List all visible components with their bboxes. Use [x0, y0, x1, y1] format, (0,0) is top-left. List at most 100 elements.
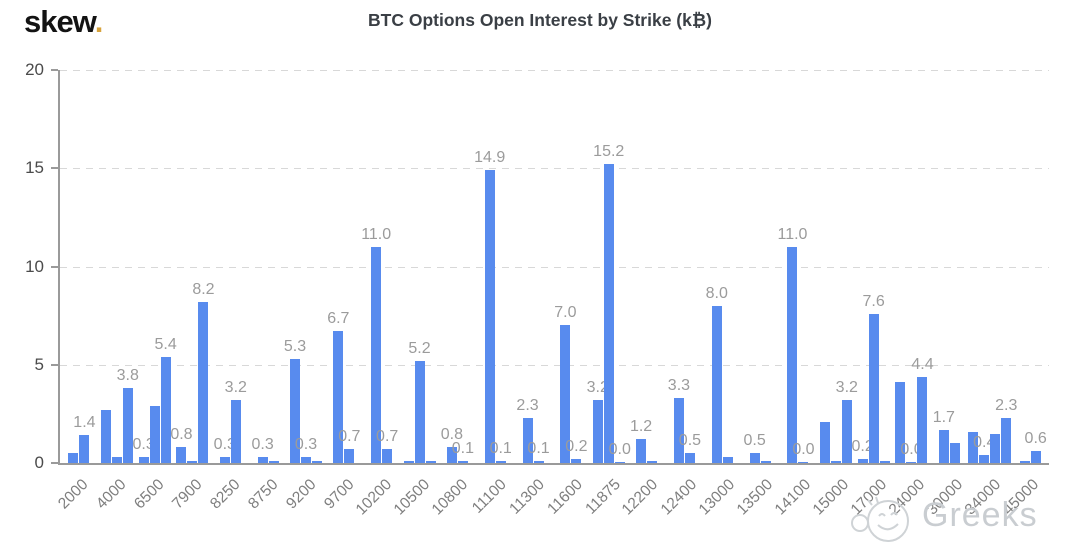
bar-value-label: 15.2 [593, 143, 625, 160]
bar-value-label: 0.0 [900, 441, 923, 458]
bar-group-15000: 3.2 [817, 70, 858, 463]
bar-value-label: 3.2 [835, 379, 858, 396]
skew-logo-dot: . [94, 4, 104, 39]
bar-group-24000: 0.0 4.4 [893, 70, 934, 463]
bar-group-45000: 0.6 [1011, 70, 1049, 463]
x-tick-label: 2000 [54, 476, 92, 513]
bar-value-label: 11.0 [777, 226, 808, 243]
bar: 11.0 [361, 226, 391, 463]
bar: 0.5 [679, 432, 701, 463]
y-tick-mark [51, 363, 58, 366]
bar-value-label: 0.0 [608, 441, 631, 458]
bar: 11.0 [777, 226, 807, 463]
skew-logo: skew. [24, 4, 104, 40]
bar [268, 461, 279, 463]
x-tick-label: 9200 [282, 476, 320, 513]
bar-group-10800: 0.8 0.1 [438, 70, 476, 463]
bar: 4.4 [911, 356, 934, 463]
bar [819, 422, 830, 463]
bar-group-8750: 0.3 [249, 70, 287, 463]
bar-group-13000: 8.0 [703, 70, 741, 463]
x-tick-label: 12200 [619, 476, 662, 519]
x-tick-label: 13000 [695, 476, 738, 519]
bar-value-label: 0.2 [565, 438, 588, 455]
x-tick-label: 10800 [428, 476, 472, 519]
bar-value-label: 5.4 [154, 336, 177, 353]
bar-group-14100: 11.0 0.0 [777, 70, 817, 463]
x-tick-label: 12400 [657, 476, 700, 519]
bar-group-11875: 3.2 15.2 0.0 [586, 70, 631, 463]
bar-group-11600: 7.0 0.2 [552, 70, 590, 463]
bar-value-label: 0.2 [851, 438, 874, 455]
bar-group-9200: 5.3 0.3 [284, 70, 325, 463]
bar-value-label: 1.2 [629, 418, 653, 435]
bar: 0.1 [490, 440, 512, 463]
bar: 2.3 [995, 397, 1017, 463]
bar-group-10500: 5.2 [401, 70, 439, 463]
bar [760, 461, 771, 463]
bar: 0.0 [792, 441, 815, 463]
y-tick-mark [51, 265, 58, 268]
bar: 0.8 [170, 426, 193, 463]
bar-value-label: 0.7 [338, 428, 361, 445]
bar-value-label: 0.7 [376, 428, 399, 445]
x-tick-label: 15000 [809, 476, 852, 519]
bar: 5.2 [408, 340, 431, 463]
bar-value-label: 2.3 [516, 397, 539, 414]
bar-value-label: 6.7 [327, 310, 350, 327]
bar: 0.2 [852, 438, 874, 463]
bar [647, 461, 658, 463]
y-tick-label: 10 [25, 256, 44, 276]
bar-group-11100: 14.9 0.1 [474, 70, 514, 463]
bar-value-label: 0.1 [451, 440, 474, 457]
bar-value-label: 2.3 [995, 397, 1018, 414]
x-tick-label: 10200 [352, 476, 396, 519]
bar: 0.0 [609, 441, 631, 463]
bar-value-label: 1.4 [73, 414, 96, 431]
bar-value-label: 0.5 [678, 432, 702, 449]
chart-title: BTC Options Open Interest by Strike (k₿) [368, 10, 712, 30]
bar [100, 410, 111, 463]
bar-value-label: 0.3 [251, 436, 274, 453]
bar: 1.7 [933, 409, 955, 463]
bar: 0.2 [565, 438, 588, 463]
watermark: Greeks [848, 494, 1038, 543]
bar [895, 382, 906, 463]
x-tick-label: 11100 [468, 476, 510, 517]
bar-value-label: 4.4 [911, 356, 934, 373]
bar: 1.4 [73, 414, 96, 463]
x-tick-label: 11300 [505, 476, 548, 518]
gridline [60, 168, 1049, 170]
bar: 0.3 [214, 436, 236, 463]
x-tick-label: 13500 [733, 476, 776, 519]
bar-value-label: 3.3 [667, 377, 691, 394]
bar-group-9700: 6.7 0.7 [325, 70, 363, 463]
watermark-text: Greeks [922, 496, 1038, 534]
y-tick-label: 15 [25, 158, 44, 178]
y-tick-label: 0 [34, 453, 44, 472]
bar-group-10200: 11.0 0.7 [361, 70, 401, 463]
x-tick-label: 6500 [130, 476, 168, 513]
bar-value-label: 3.2 [586, 379, 609, 396]
bar-value-label: 0.1 [489, 440, 512, 457]
bar: 0.7 [338, 428, 360, 463]
x-tick-label: 14100 [771, 476, 814, 519]
bar-value-label: 0.8 [170, 426, 193, 443]
bar-group-13500: 0.5 [741, 70, 779, 463]
bar-value-label: 5.2 [408, 340, 431, 357]
bar [187, 461, 198, 463]
bar: 6.7 [327, 310, 349, 463]
bar [830, 461, 841, 463]
x-tick-label: 7900 [168, 476, 206, 513]
bar: 3.8 [117, 367, 139, 463]
smiley-emoji-icon [851, 496, 909, 542]
bar-value-label: 3.8 [116, 367, 139, 384]
bar-value-label: 0.1 [527, 440, 550, 457]
bar [425, 461, 436, 463]
bar: 0.3 [252, 436, 274, 463]
bar [311, 461, 322, 463]
bar-value-label: 0.6 [1024, 430, 1047, 447]
bar-value-label: 8.2 [192, 281, 215, 298]
bar: 0.1 [452, 440, 474, 463]
